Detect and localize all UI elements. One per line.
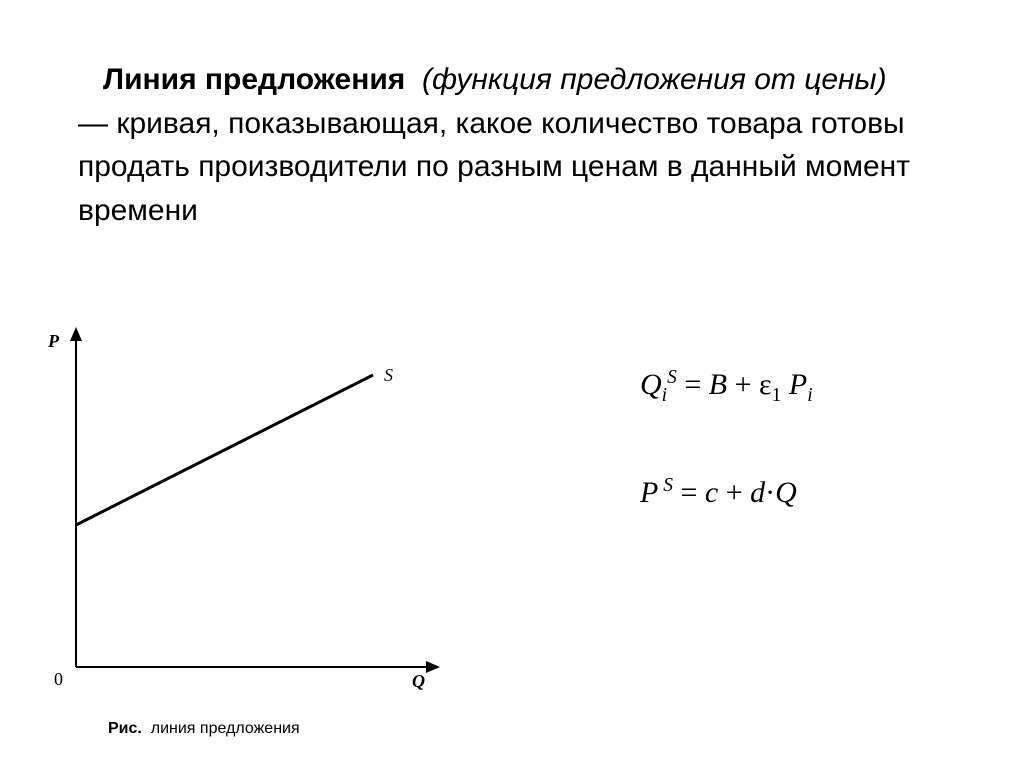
f1-plus: +: [727, 368, 759, 401]
f1-sp: [781, 368, 789, 401]
axis-label-y: P: [47, 331, 60, 351]
supply-chart-svg: P S 0 Q: [28, 325, 448, 697]
formula-1: QiS = B + ε1 Pi: [640, 365, 980, 408]
caption-text: линия предложения: [151, 720, 300, 737]
f2-dot: ·: [765, 476, 775, 509]
f1-eps: ε: [759, 368, 772, 401]
f1-sub: i: [662, 385, 667, 406]
f1-b: B: [709, 368, 727, 401]
f2-sup: S: [658, 475, 673, 496]
chart-caption: Рис. линия предложения: [108, 720, 300, 738]
f2-d: d: [750, 476, 765, 509]
formula-2: P S = c + d·Q: [640, 473, 980, 512]
axis-label-x: Q: [412, 671, 425, 691]
definition-italic: (функция предложения от цены): [422, 63, 887, 96]
definition-rest: — кривая, показывающая, какое количество…: [78, 107, 910, 227]
f1-p: P: [789, 368, 807, 401]
f1-eps-sub: 1: [772, 385, 782, 406]
supply-chart: P S 0 Q: [28, 325, 458, 715]
definition-paragraph: Линия предложения (функция предложения о…: [78, 58, 918, 232]
f2-eq: =: [673, 476, 705, 509]
axis-label-origin: 0: [54, 669, 63, 689]
f1-eq: =: [677, 368, 709, 401]
definition-term: Линия предложения: [103, 63, 405, 96]
f2-c: c: [705, 476, 718, 509]
f1-p-sub: i: [807, 385, 812, 406]
f1-base: Q: [640, 368, 662, 401]
f1-sup: S: [667, 367, 677, 388]
f2-base: P: [640, 476, 658, 509]
formula-block: QiS = B + ε1 Pi P S = c + d·Q: [640, 365, 980, 512]
f2-plus: +: [718, 476, 750, 509]
caption-prefix: Рис.: [108, 720, 142, 737]
f2-q: Q: [775, 476, 797, 509]
series-label-s: S: [384, 365, 393, 385]
supply-line: [76, 375, 373, 525]
